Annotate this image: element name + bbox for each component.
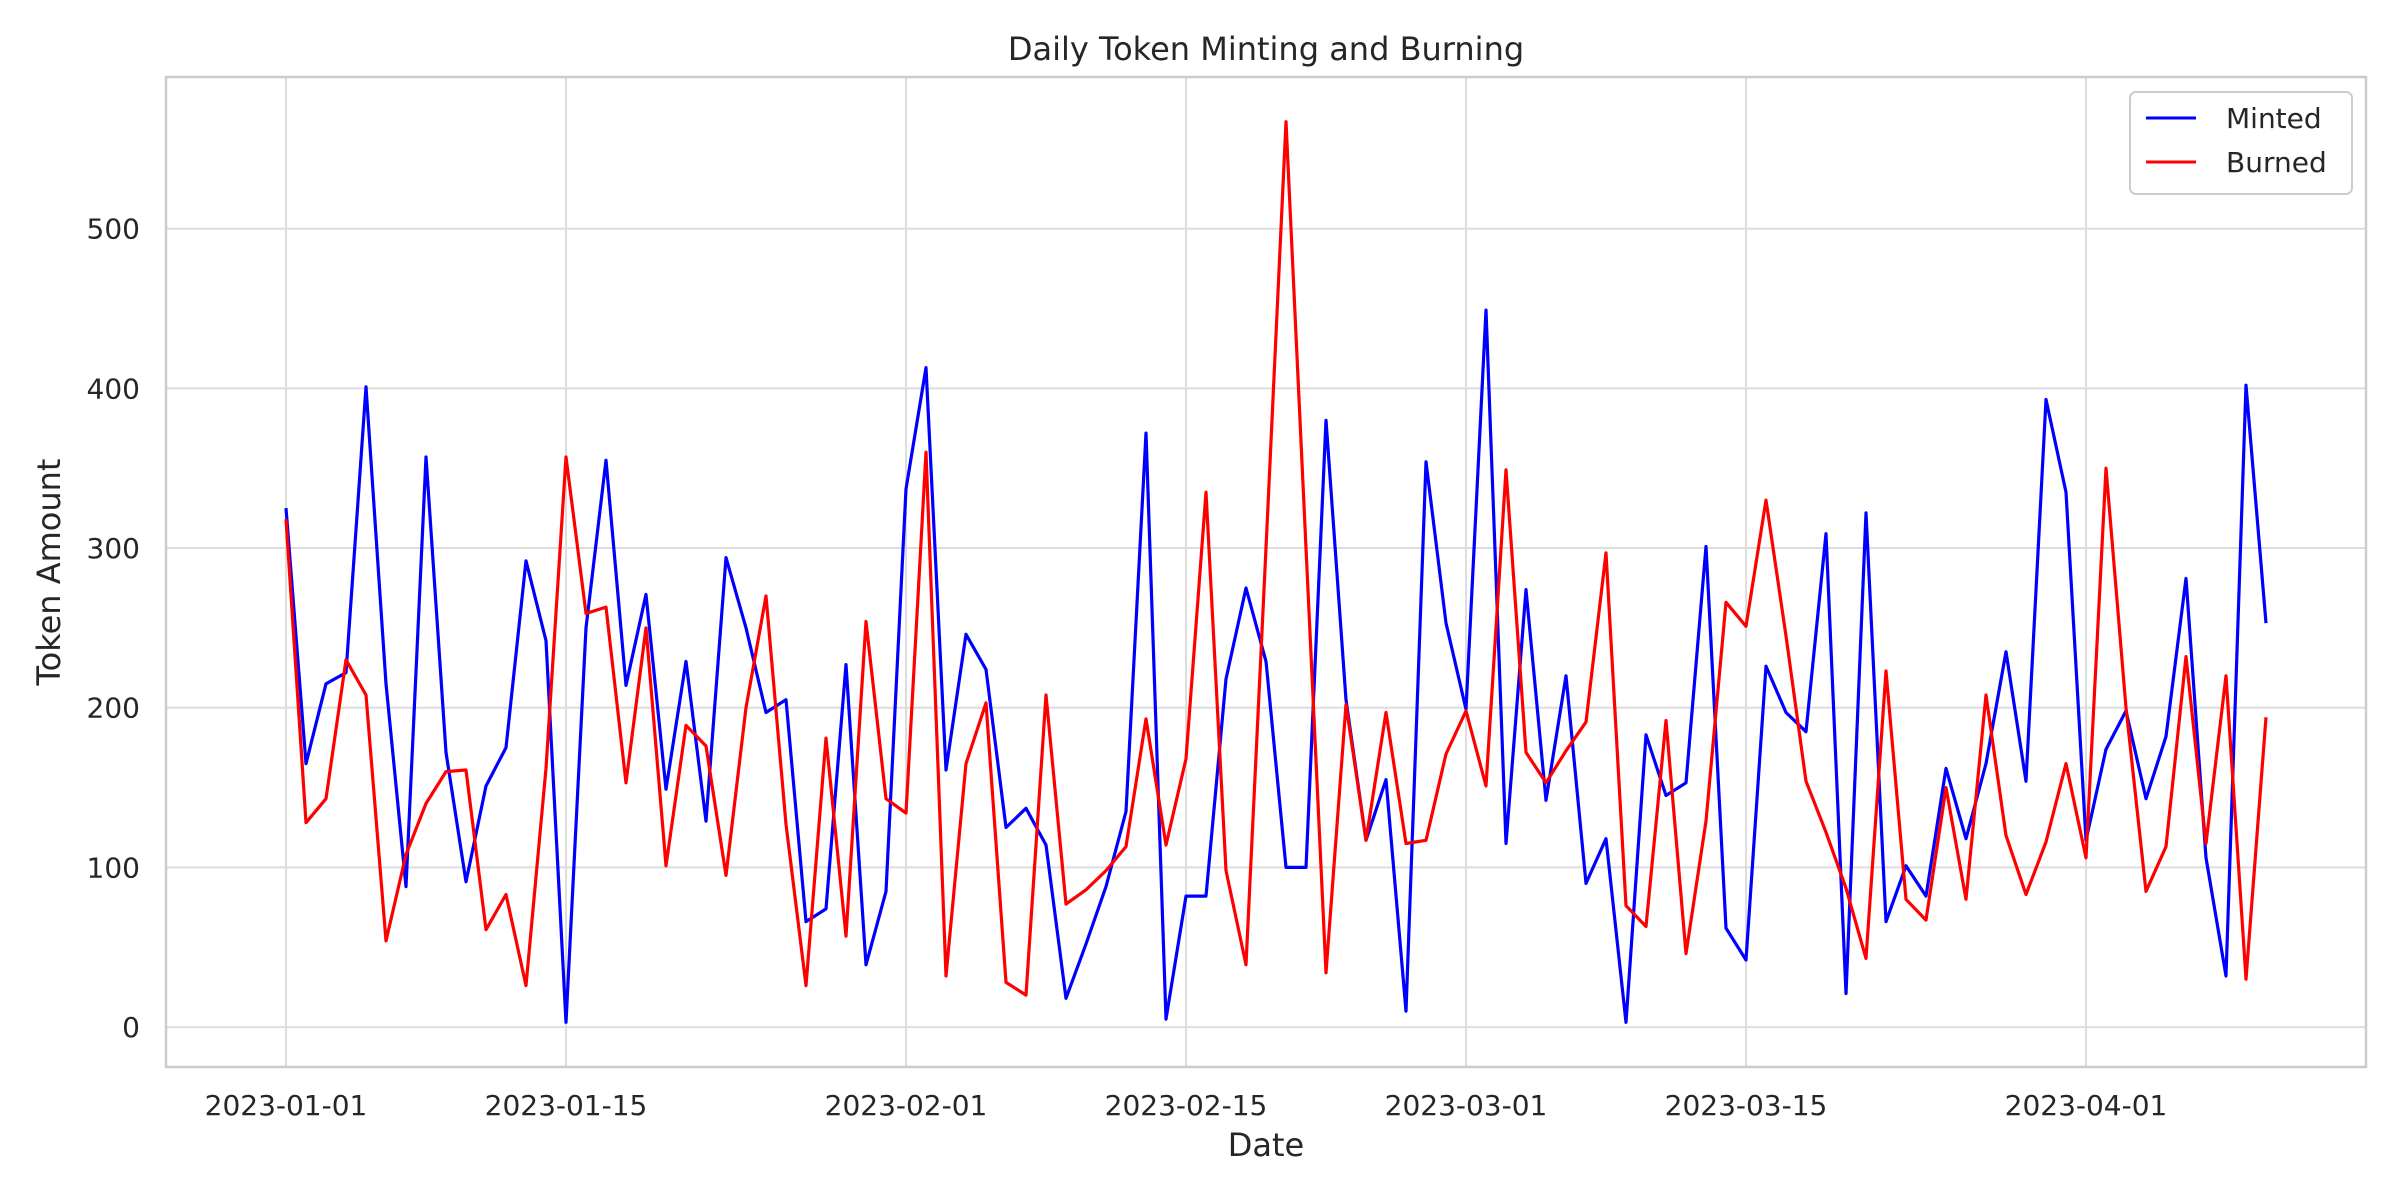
y-axis-label: Token Amount: [30, 459, 68, 687]
x-tick-label: 2023-04-01: [2005, 1089, 2168, 1122]
series-lines: [284, 120, 2268, 1024]
x-gridlines: [285, 77, 2087, 1067]
x-tick-label: 2023-03-15: [1665, 1089, 1828, 1122]
x-tick-label: 2023-01-01: [205, 1089, 368, 1122]
y-tick-label: 400: [87, 372, 140, 405]
series-line-minted: [284, 308, 2268, 1024]
legend: Minted Burned: [2129, 91, 2353, 195]
x-axis-label: Date: [1228, 1126, 1304, 1164]
chart-title: Daily Token Minting and Burning: [1008, 30, 1524, 68]
y-tick-labels: 0 100 200 300 400 500: [87, 213, 140, 1044]
y-tick-label: 100: [87, 851, 140, 884]
y-tick-label: 500: [87, 213, 140, 246]
y-tick-label: 300: [87, 532, 140, 565]
series-line-burned: [284, 120, 2268, 997]
y-tick-label: 200: [87, 692, 140, 725]
x-tick-label: 2023-02-15: [1105, 1089, 1268, 1122]
legend-label-burned: Burned: [2226, 146, 2327, 179]
plot-frame: [164, 75, 2368, 1069]
x-tick-label: 2023-03-01: [1385, 1089, 1548, 1122]
legend-label-minted: Minted: [2226, 102, 2322, 135]
x-tick-label: 2023-02-01: [825, 1089, 988, 1122]
x-tick-labels: 2023-01-01 2023-01-15 2023-02-01 2023-02-15…: [205, 1089, 2168, 1122]
y-tick-label: 0: [122, 1011, 140, 1044]
x-tick-label: 2023-01-15: [485, 1089, 648, 1122]
